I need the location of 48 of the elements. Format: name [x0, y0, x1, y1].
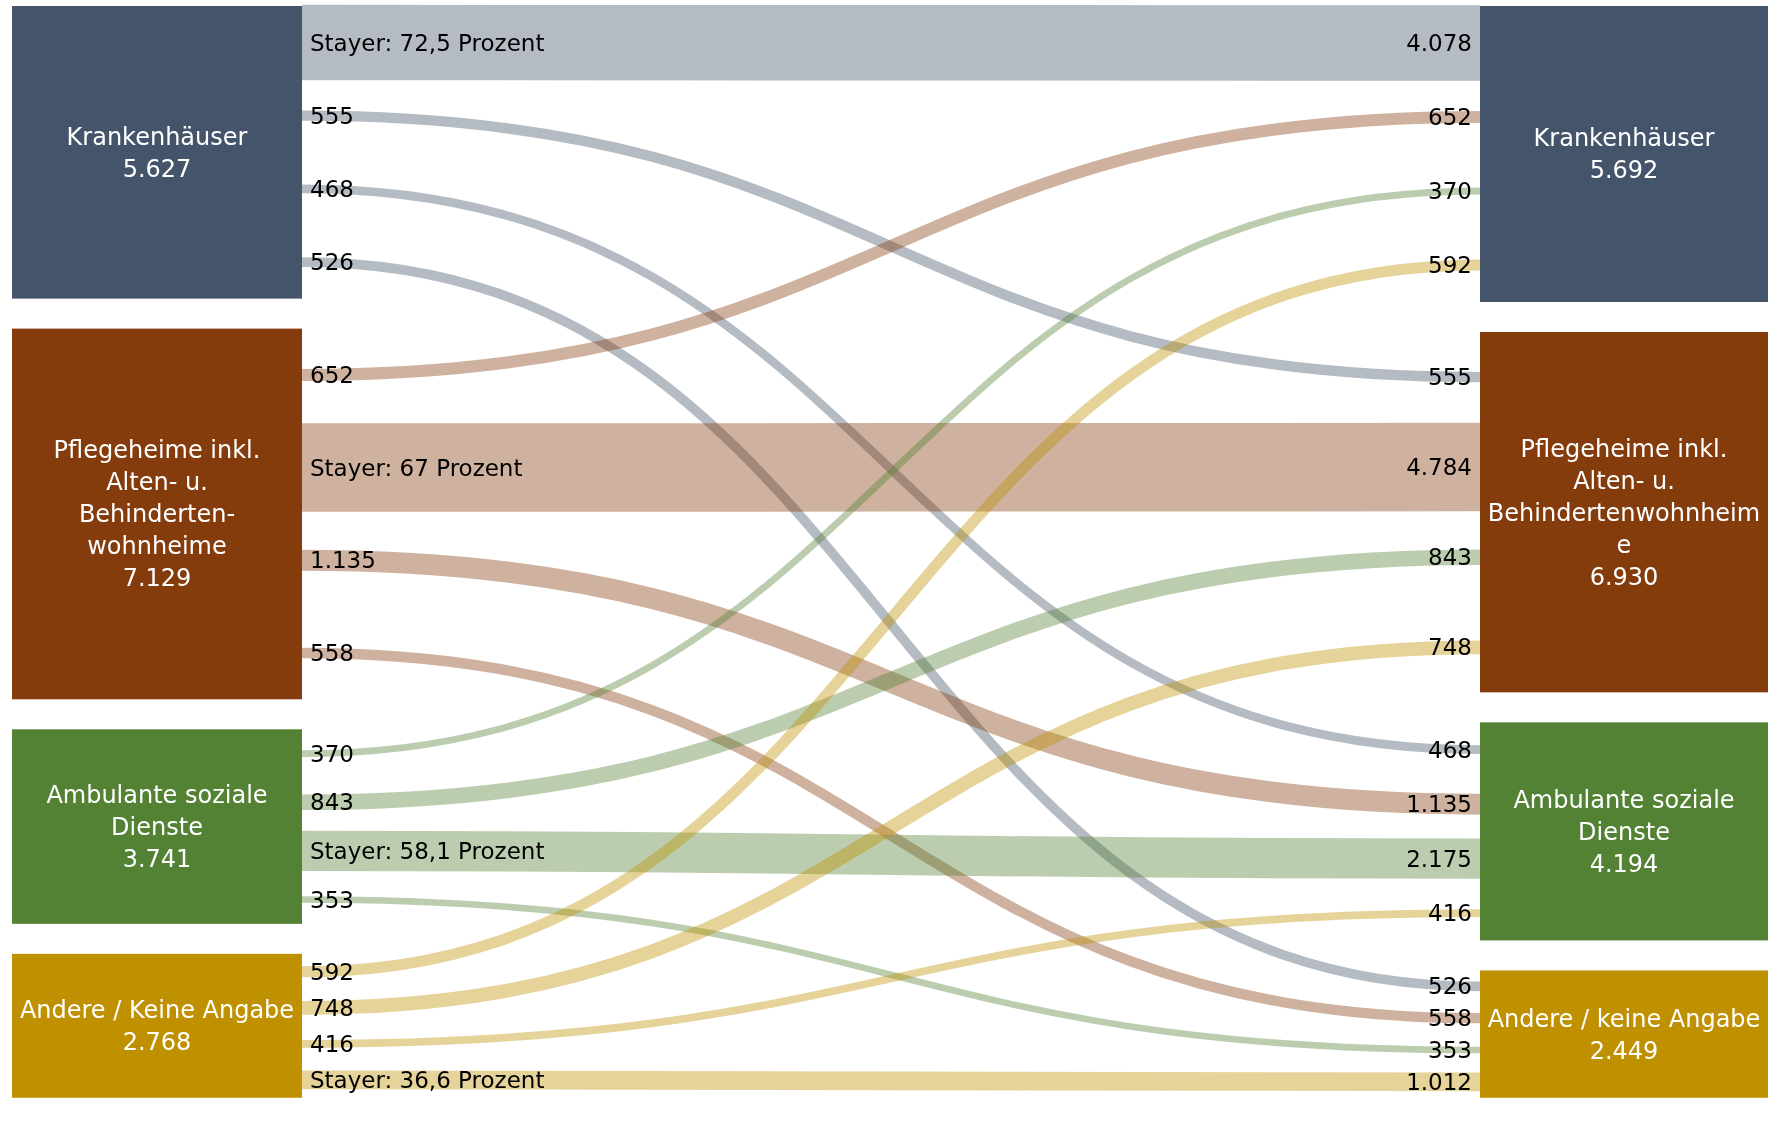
text: 592 [310, 958, 354, 985]
text: 558 [310, 640, 354, 667]
data-label: 416 [1428, 900, 1472, 927]
data-label: 468 [1428, 736, 1472, 763]
category-label: Pflegeheime inkl. Alten- u. Behindertenwohnheime [1487, 434, 1761, 559]
data-label: 2.175 [1406, 845, 1472, 872]
data-label: 370 [1428, 178, 1472, 205]
data-label: 4.078 [1406, 30, 1472, 57]
category-label: Krankenhäuser [1533, 124, 1715, 153]
text: Ambulante soziale Dienste [46, 780, 268, 841]
data-label: 843 [1428, 544, 1472, 571]
text: 416 [310, 1030, 354, 1057]
text: Krankenhäuser [66, 122, 248, 151]
text: 526 [310, 249, 354, 276]
text: 5.692 [1589, 156, 1659, 185]
text: Stayer: 72,5 Prozent [310, 29, 545, 56]
text: 843 [310, 789, 354, 816]
text: Stayer: 67 Prozent [310, 454, 523, 481]
text: 6.930 [1589, 562, 1659, 591]
text: 555 [310, 102, 354, 129]
text: 3.741 [122, 844, 192, 873]
text: Stayer: 58,1 Prozent [310, 837, 545, 864]
text: Pflegeheime inkl. Alten- u. Behinderten-wohnheime [53, 436, 261, 561]
text: Andere / Keine Angabe [19, 996, 295, 1025]
data-label: 526 [1428, 973, 1472, 1000]
category-label: Andere / keine Angabe [1487, 1004, 1761, 1033]
data-label: 1.012 [1406, 1068, 1472, 1095]
text: 7.129 [122, 564, 192, 593]
text: 370 [310, 740, 354, 767]
data-label: 353 [1428, 1037, 1472, 1064]
data-label: 558 [1428, 1005, 1472, 1032]
text: 353 [310, 886, 354, 913]
category-label: Ambulante soziale Dienste [1513, 785, 1735, 846]
text: 1.135 [310, 547, 376, 574]
text: Stayer: 36,6 Prozent [310, 1066, 545, 1093]
text: 2.449 [1589, 1036, 1659, 1065]
text: 468 [310, 175, 354, 202]
text: 652 [310, 361, 354, 388]
text: 4.194 [1589, 849, 1659, 878]
text: 2.768 [122, 1028, 192, 1057]
text: 748 [310, 994, 354, 1021]
data-label: 748 [1428, 634, 1472, 661]
data-label: 652 [1428, 104, 1472, 131]
data-label: 592 [1428, 252, 1472, 279]
data-label: 4.784 [1406, 454, 1472, 481]
text: 5.627 [122, 154, 192, 183]
data-label: 1.135 [1406, 791, 1472, 818]
data-label: 555 [1428, 364, 1472, 391]
